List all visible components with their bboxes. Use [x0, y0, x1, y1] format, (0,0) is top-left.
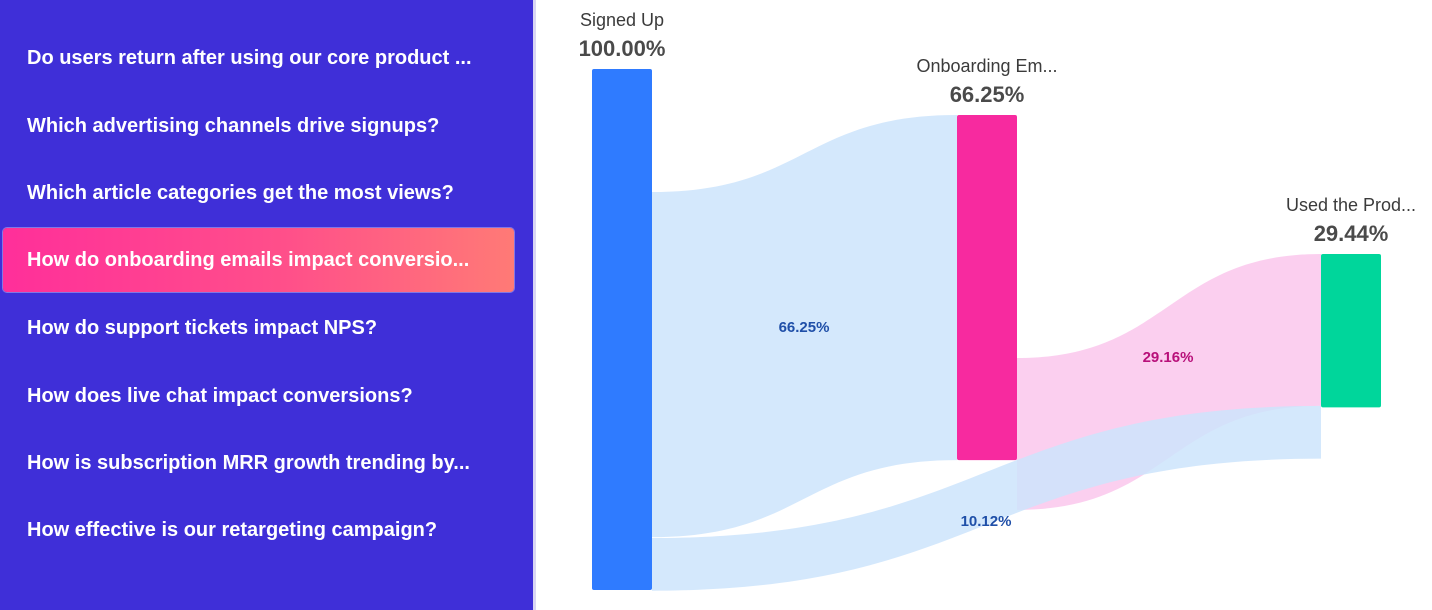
- question-item-support-tickets[interactable]: How do support tickets impact NPS?: [3, 296, 514, 360]
- question-label: How do onboarding emails impact conversi…: [27, 248, 470, 271]
- question-sidebar: Do users return after using our core pro…: [0, 0, 533, 610]
- question-item-retargeting-campaign[interactable]: How effective is our retargeting campaig…: [3, 498, 514, 562]
- sankey-link-signed-up-to-used-product: [652, 405, 1321, 591]
- sankey-node-used-product[interactable]: [1321, 254, 1381, 408]
- sankey-node-onboarding[interactable]: [957, 115, 1017, 461]
- question-label: How does live chat impact conversions?: [27, 384, 413, 407]
- sankey-link-label: 66.25%: [779, 319, 830, 336]
- sankey-link-signed-up-to-onboarding: [652, 115, 957, 538]
- sankey-node-label: Signed Up: [580, 10, 664, 30]
- sidebar-divider: [533, 0, 536, 610]
- question-label: Which article categories get the most vi…: [27, 181, 454, 204]
- sankey-node-label: Used the Prod...: [1286, 195, 1416, 215]
- sankey-node-label: Onboarding Em...: [916, 56, 1057, 76]
- question-label: Do users return after using our core pro…: [27, 46, 472, 69]
- question-item-user-return[interactable]: Do users return after using our core pro…: [3, 26, 514, 90]
- sankey-link-label: 10.12%: [961, 513, 1012, 530]
- sankey-node-value: 29.44%: [1314, 221, 1389, 246]
- sankey-node-value: 100.00%: [579, 36, 666, 61]
- sankey-nodes: [592, 69, 1381, 590]
- question-label: How effective is our retargeting campaig…: [27, 518, 438, 541]
- question-label: Which advertising channels drive signups…: [27, 114, 440, 137]
- question-item-article-categories[interactable]: Which article categories get the most vi…: [3, 161, 514, 225]
- question-label: How do support tickets impact NPS?: [27, 316, 378, 339]
- question-item-onboarding-emails[interactable]: How do onboarding emails impact conversi…: [3, 228, 514, 292]
- sankey-chart: 66.25% 29.16% 10.12% Signed Up 100.00% Onboar…: [579, 10, 1416, 591]
- sankey-node-signed-up[interactable]: [592, 69, 652, 590]
- question-item-subscription-mrr[interactable]: How is subscription MRR growth trending …: [3, 431, 514, 495]
- question-item-advertising-channels[interactable]: Which advertising channels drive signups…: [3, 94, 514, 158]
- question-item-live-chat[interactable]: How does live chat impact conversions?: [3, 364, 514, 428]
- question-label: How is subscription MRR growth trending …: [27, 451, 470, 474]
- sankey-link-label: 29.16%: [1143, 349, 1194, 366]
- sankey-labels: 66.25% 29.16% 10.12% Signed Up 100.00% Onboar…: [579, 10, 1416, 530]
- sankey-node-value: 66.25%: [950, 82, 1025, 107]
- sankey-links: [652, 115, 1321, 591]
